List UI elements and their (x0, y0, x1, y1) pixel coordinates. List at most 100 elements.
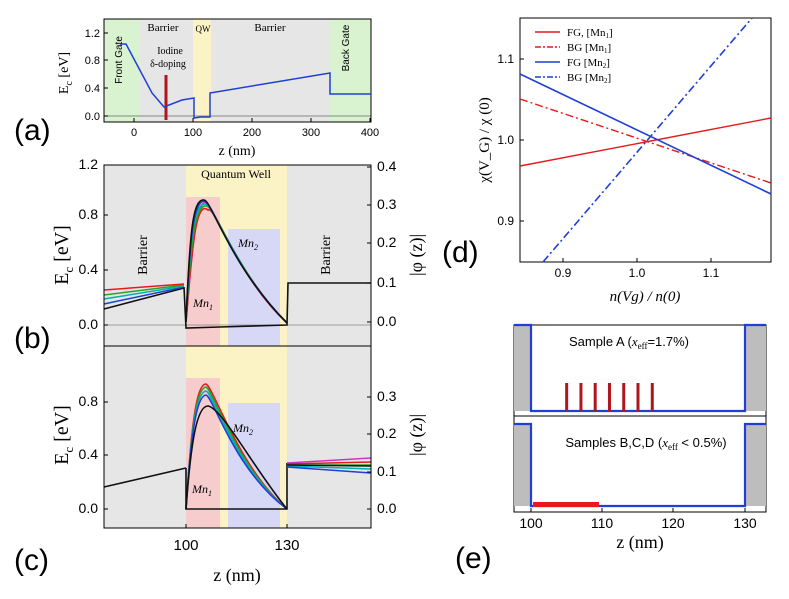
d-ylabel: χ(V_G) / χ (0) (477, 97, 493, 183)
c-yticks-right: 0.0 0.1 0.2 0.3 (367, 388, 397, 516)
d-ytick: 1.1 (497, 52, 514, 66)
panel-a: Front Gate Barrier QW Barrier Back Gate … (14, 18, 379, 159)
b-ytick-left: 0.4 (79, 261, 99, 277)
d-line-bg-mn2 (542, 17, 753, 263)
c-phi-curve (185, 394, 288, 510)
b-ytick-right: 0.4 (377, 158, 397, 174)
d-legend-label: FG [Mn2] (567, 57, 610, 70)
d-legend-label: BG [Mn2] (567, 72, 611, 85)
c-ytick-left: 0.0 (79, 500, 99, 516)
e-mn-layer (650, 383, 654, 411)
b-ytick-left: 1.2 (79, 156, 99, 172)
e-bottom-left-barrier (514, 424, 531, 506)
panel-c: Mn1 Mn2 0.0 0.4 0.8 0.0 0.1 0.2 0.3 100 … (14, 345, 427, 586)
c-xtick: 130 (274, 537, 299, 554)
e-xtick: 110 (591, 515, 614, 531)
region-qw (193, 19, 211, 122)
panel-d: FG, [Mn1] BG [Mn1] FG [Mn2] BG [Mn2] 0.9… (442, 17, 772, 305)
a-xtick: 100 (184, 127, 202, 139)
region-barrier-right (211, 19, 330, 122)
d-line-fg-mn2 (519, 73, 772, 195)
d-legend-label: BG [Mn1] (567, 42, 611, 55)
c-xtick: 100 (173, 537, 198, 554)
c-ytick-right: 0.3 (377, 388, 397, 404)
label-barrier-right: Barrier (254, 22, 285, 34)
a-xtick: 300 (302, 127, 320, 139)
a-ylabel: Ec [eV] (57, 52, 75, 94)
a-xtick: 0 (131, 127, 137, 139)
e-mn-layer (622, 383, 626, 411)
d-line-bg-mn1 (519, 98, 772, 184)
e-xticks: 100 110 120 130 (519, 508, 757, 531)
e-mn-layer (579, 383, 583, 411)
e-top-frame (513, 324, 767, 417)
panel-label-b: (b) (14, 322, 51, 355)
a-ytick: 1.2 (85, 28, 100, 40)
b-phi-curve (185, 199, 288, 324)
d-ytick: 1.0 (497, 133, 514, 147)
d-xtick: 1.0 (629, 266, 646, 280)
e-mn-layers-sample-a (565, 383, 654, 411)
e-mn-layer-samples-bcd (533, 502, 599, 507)
panel-b: Quantum Well Barrier Barrier Mn1 Mn2 0.0… (14, 156, 427, 355)
c-mn1-label: Mn1 (191, 482, 212, 498)
panel-label-d: (d) (442, 236, 479, 269)
c-ec-right (286, 464, 372, 467)
e-top-left-barrier (514, 325, 531, 411)
b-ec-well-black (183, 282, 371, 329)
b-title: Quantum Well (201, 167, 271, 181)
e-xlabel: z (nm) (616, 532, 663, 553)
d-xticks: 0.9 1.0 1.1 (555, 258, 720, 280)
e-xtick: 130 (733, 515, 757, 531)
d-xlabel: n(Vg) / n(0) (610, 289, 681, 305)
c-ec-right (286, 465, 372, 470)
b-ec-curve (103, 287, 185, 310)
c-ec-right (286, 461, 372, 465)
e-mn-layer (607, 383, 611, 411)
e-mn-layer (593, 383, 597, 411)
d-legend-label: FG, [Mn1] (567, 27, 613, 40)
b-ytick-right: 0.2 (377, 234, 397, 250)
c-xlabel: z (nm) (213, 565, 260, 586)
a-ytick: 0.0 (85, 111, 100, 123)
label-qw: QW (196, 24, 211, 34)
e-bottom-frame (513, 415, 767, 513)
a-xticks: 0 100 200 300 400 (131, 118, 379, 139)
axes-frame (103, 18, 372, 123)
e-mn-layer (636, 383, 640, 411)
e-sample-a-label: Sample A (xeff=1.7%) (569, 334, 689, 351)
b-barrier-right: Barrier (319, 235, 334, 275)
b-ytick-right: 0.3 (377, 196, 397, 212)
c-ec-well (185, 463, 288, 510)
b-mn1-region (186, 197, 220, 346)
c-phi-black (185, 405, 288, 510)
a-yticks: 0.0 0.4 0.8 1.2 (85, 28, 108, 123)
region-back-gate (330, 19, 371, 122)
b-ytick-left: 0.8 (79, 206, 99, 222)
a-xlabel: z (nm) (219, 144, 256, 159)
ec-profile-line (120, 43, 371, 119)
c-ec-left (103, 467, 187, 488)
b-ec-curve (103, 285, 185, 300)
a-ytick: 0.4 (85, 83, 100, 95)
label-delta-doping: δ-doping (150, 59, 186, 70)
d-xtick: 1.1 (703, 266, 720, 280)
b-ytick-right: 0.0 (377, 313, 397, 329)
panel-e: Sample A (xeff=1.7%) Samples B,C,D (xeff… (455, 323, 767, 575)
e-xtick: 120 (661, 515, 685, 531)
d-yticks: 1.1 1.0 0.9 (497, 52, 524, 228)
panel-label-a: (a) (14, 114, 51, 147)
label-front-gate: Front Gate (114, 36, 125, 84)
label-barrier-left: Barrier (147, 22, 178, 34)
b-mn1-label: Mn1 (192, 296, 213, 312)
b-mn2-label: Mn2 (237, 236, 258, 252)
e-bottom-right-barrier (745, 424, 766, 506)
c-ec-right (286, 466, 372, 474)
b-ytick-left: 0.0 (79, 316, 99, 332)
panel-label-e: (e) (455, 542, 492, 575)
c-ytick-right: 0.1 (377, 463, 397, 479)
c-mn2-region (228, 403, 280, 528)
b-ytick-right: 0.1 (377, 274, 397, 290)
c-ytick-right: 0.2 (377, 425, 397, 441)
